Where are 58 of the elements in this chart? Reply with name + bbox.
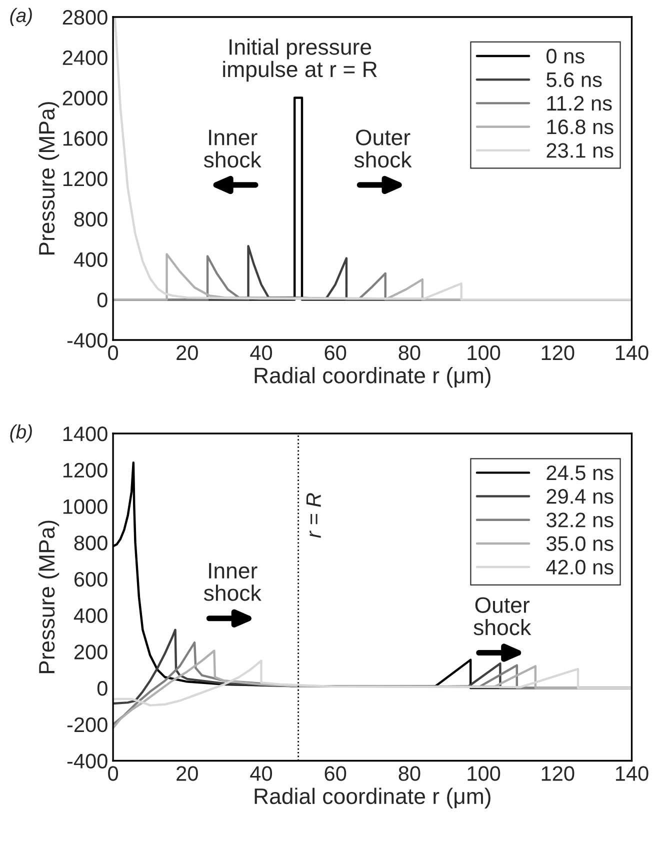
y-axis-title: Pressure (MPa): [38, 520, 60, 674]
legend-label: 11.2 ns: [547, 96, 612, 111]
x-tick-label: 40: [250, 766, 272, 781]
annotation: Outer shock: [474, 597, 532, 636]
y-tick-label: 400: [74, 608, 108, 624]
annotation: Outer shock: [354, 130, 412, 168]
annotation: Initial pressure impulse at r = R: [223, 38, 377, 82]
legend-label: 16.8 ns: [547, 120, 614, 134]
y-tick-label: 400: [74, 252, 108, 268]
y-tick-label: 1600: [63, 131, 108, 146]
y-tick-label: 600: [74, 572, 108, 587]
legend-label: 5.6 ns: [546, 72, 602, 88]
y-tick-label: -400: [67, 754, 108, 769]
legend-label: 0 ns: [546, 48, 584, 64]
x-tick-label: 140: [616, 345, 648, 360]
x-tick-label: 100: [468, 766, 500, 781]
y-tick-label: 1000: [63, 499, 108, 514]
x-axis-title: Radial coordinate r (μm): [254, 367, 490, 388]
x-tick-label: 140: [616, 766, 648, 781]
chart-title: (a): [10, 8, 32, 26]
x-tick-label: 60: [324, 766, 346, 781]
x-tick-label: 100: [468, 345, 500, 360]
legend-label: 32.2 ns: [546, 512, 614, 528]
y-tick-label: 0: [97, 681, 108, 696]
y-tick-label: 200: [74, 644, 108, 660]
x-tick-label: 80: [398, 345, 420, 360]
y-tick-label: 0: [97, 292, 108, 308]
x-tick-label: 20: [176, 345, 198, 360]
x-tick-label: 120: [542, 766, 574, 781]
x-tick-label: 80: [398, 766, 420, 781]
y-tick-label: 2800: [62, 10, 108, 25]
y-tick-label: 1400: [63, 426, 108, 442]
y-tick-label: 2400: [62, 50, 108, 66]
x-tick-label: 120: [542, 345, 574, 360]
y-tick-label: 800: [74, 212, 108, 227]
y-axis-title: Pressure (MPa): [38, 102, 60, 254]
y-tick-label: 1200: [63, 462, 108, 478]
chart-title: (b): [10, 424, 32, 443]
legend-label: 29.4 ns: [546, 489, 614, 504]
x-tick-label: 60: [324, 345, 346, 360]
annotation: Inner shock: [204, 130, 262, 168]
ref-line-label: r = R: [306, 493, 321, 538]
line-series: [113, 660, 632, 706]
x-tick-label: 0: [108, 345, 118, 360]
y-tick-label: -400: [67, 333, 108, 348]
x-tick-label: 0: [108, 766, 118, 781]
legend-label: 35.0 ns: [546, 536, 614, 551]
x-tick-label: 20: [176, 766, 198, 781]
annotation: Inner shock: [204, 563, 262, 601]
y-tick-label: -200: [67, 717, 108, 732]
x-axis-title: Radial coordinate r (μm): [254, 788, 490, 809]
legend-label: 24.5 ns: [546, 465, 614, 480]
y-tick-label: 2000: [62, 90, 108, 106]
legend-label: 23.1 ns: [546, 143, 614, 158]
legend-label: 42.0 ns: [546, 560, 614, 575]
y-tick-label: 1200: [63, 172, 108, 186]
y-tick-label: 800: [74, 536, 108, 550]
x-tick-label: 40: [250, 345, 272, 360]
